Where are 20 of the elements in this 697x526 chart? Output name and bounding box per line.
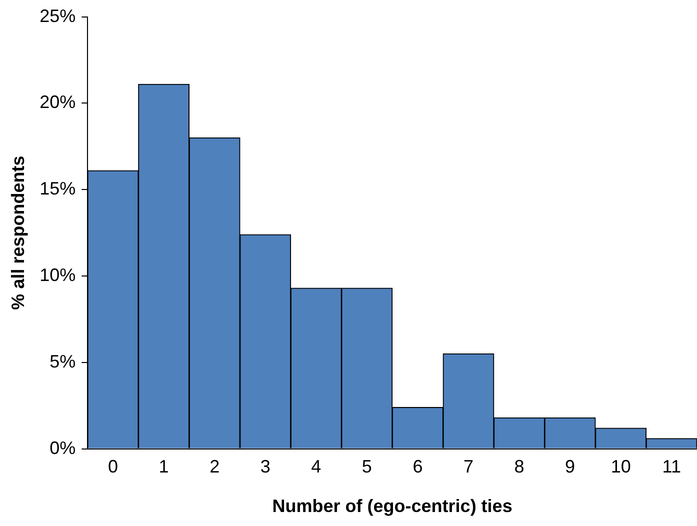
y-tick-label: 25%: [40, 6, 76, 26]
x-tick-label: 10: [610, 456, 631, 477]
x-tick-label: 1: [158, 456, 169, 477]
x-tick-label: 4: [311, 456, 322, 477]
y-tick-label: 10%: [40, 264, 76, 285]
y-tick-label: 20%: [40, 92, 76, 112]
x-tick-label: 8: [514, 456, 524, 477]
x-tick-label: 3: [260, 456, 270, 477]
x-tick-label: 2: [210, 456, 220, 477]
y-tick-label: 5%: [50, 351, 76, 372]
x-tick-label: 9: [565, 456, 576, 477]
y-tick-label: 15%: [40, 178, 76, 199]
x-tick-label: 7: [463, 456, 474, 477]
y-axis-title: % all respondents: [8, 156, 28, 310]
x-axis-title: Number of (ego-centric) ties: [272, 496, 512, 516]
y-tick-label: 0%: [50, 438, 76, 458]
x-tick-label: 6: [412, 456, 423, 477]
x-tick-label: 11: [662, 456, 681, 477]
x-tick-label: 0: [108, 456, 118, 477]
x-tick-label: 5: [362, 456, 372, 477]
